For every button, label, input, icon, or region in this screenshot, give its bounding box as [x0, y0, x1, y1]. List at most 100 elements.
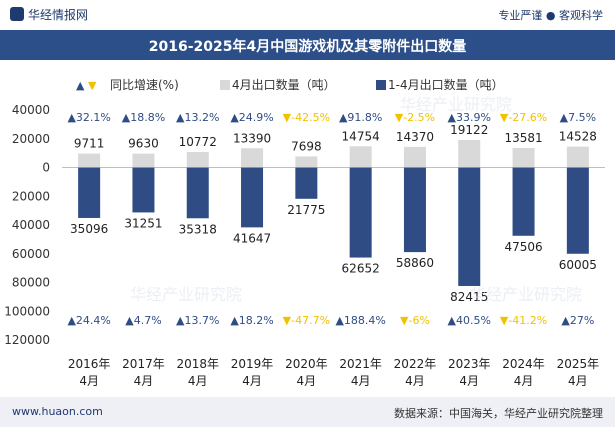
april-value-label: 14528 — [559, 130, 597, 144]
x-tick-label: 4月 — [134, 374, 154, 388]
footer-bar — [0, 397, 615, 427]
april-value-label: 13581 — [504, 131, 542, 145]
y-tick-label: 20000 — [12, 132, 50, 146]
ytd-bar — [78, 167, 101, 218]
top-bar — [0, 0, 615, 30]
ytd-value-label: 82415 — [450, 290, 488, 304]
y-tick-label: 40000 — [12, 218, 50, 232]
ytd-bar — [241, 167, 264, 228]
x-tick-label: 2024年 — [502, 357, 545, 371]
ytd-bar — [566, 167, 589, 254]
april-bar — [458, 140, 481, 168]
x-tick-label: 2020年 — [285, 357, 328, 371]
ytd-bar — [349, 167, 372, 258]
ytd-value-label: 31251 — [124, 216, 162, 230]
x-tick-label: 4月 — [459, 374, 479, 388]
legend-april-label: 4月出口数量（吨） — [232, 77, 336, 92]
ytd-value-label: 41647 — [233, 231, 271, 245]
watermark: 华经产业研究院 — [130, 285, 242, 304]
legend-april-swatch — [220, 80, 230, 90]
x-tick-label: 2021年 — [339, 357, 382, 371]
y-tick-label: 80000 — [12, 276, 50, 290]
x-tick-label: 2025年 — [557, 357, 600, 371]
x-tick-label: 2017年 — [122, 357, 165, 371]
ytd-value-label: 47506 — [504, 240, 542, 254]
april-bar — [512, 147, 535, 168]
logo-icon — [10, 7, 24, 21]
april-growth-label: ▲24.9% — [230, 111, 273, 124]
april-value-label: 14370 — [396, 130, 434, 144]
april-growth-label: ▼-2.5% — [395, 111, 435, 124]
brand-logo: 华经情报网 — [10, 6, 88, 23]
ytd-value-label: 21775 — [287, 203, 325, 217]
y-tick-label: 100000 — [4, 304, 50, 318]
brand-name: 华经情报网 — [28, 8, 89, 22]
x-tick-label: 4月 — [242, 374, 262, 388]
ytd-bar — [458, 167, 481, 286]
april-value-label: 14754 — [342, 129, 380, 143]
x-tick-label: 4月 — [297, 374, 317, 388]
legend-ytd-swatch — [376, 80, 386, 90]
april-bar — [349, 146, 372, 168]
ytd-bar — [403, 167, 426, 253]
footer-website[interactable]: www.huaon.com — [12, 405, 103, 418]
x-tick-label: 2016年 — [68, 357, 111, 371]
april-bar — [186, 152, 209, 168]
x-tick-label: 4月 — [405, 374, 425, 388]
april-bar — [132, 153, 155, 168]
ytd-value-label: 58860 — [396, 256, 434, 270]
april-growth-label: ▲91.8% — [339, 111, 382, 124]
ytd-growth-label: ▲27% — [561, 314, 594, 327]
ytd-growth-label: ▲4.7% — [125, 314, 161, 327]
footer-source: 数据来源：中国海关，华经产业研究院整理 — [394, 407, 603, 420]
april-growth-label: ▼-27.6% — [500, 111, 547, 124]
x-tick-label: 4月 — [514, 374, 534, 388]
april-bar — [566, 146, 589, 168]
april-value-label: 7698 — [291, 139, 322, 153]
ytd-value-label: 35318 — [179, 222, 217, 236]
ytd-growth-label: ▲40.5% — [448, 314, 491, 327]
x-tick-label: 2023年 — [448, 357, 491, 371]
x-tick-label: 4月 — [351, 374, 371, 388]
tagline: 专业严谨 ● 客观科学 — [498, 9, 603, 22]
ytd-growth-label: ▲18.2% — [230, 314, 273, 327]
april-value-label: 10772 — [179, 135, 217, 149]
april-bar — [295, 156, 318, 168]
april-value-label: 19122 — [450, 123, 488, 137]
y-tick-label: 20000 — [12, 189, 50, 203]
legend-growth-label: 同比增速(%) — [110, 78, 179, 92]
april-growth-label: ▲7.5% — [560, 111, 596, 124]
ytd-bar — [186, 167, 209, 219]
ytd-bar — [132, 167, 155, 213]
x-tick-label: 2022年 — [394, 357, 437, 371]
ytd-value-label: 35096 — [70, 222, 108, 236]
april-bar — [78, 153, 101, 168]
y-tick-label: 120000 — [4, 333, 50, 347]
april-growth-label: ▼-42.5% — [283, 111, 330, 124]
y-tick-label: 40000 — [12, 103, 50, 117]
legend-ytd-label: 1-4月出口数量（吨） — [388, 77, 504, 92]
x-tick-label: 4月 — [568, 374, 588, 388]
watermark: 华经产业研究院 — [400, 95, 512, 114]
ytd-value-label: 62652 — [342, 262, 380, 276]
april-growth-label: ▲13.2% — [176, 111, 219, 124]
april-growth-label: ▲33.9% — [448, 111, 491, 124]
ytd-growth-label: ▼-6% — [400, 314, 430, 327]
y-tick-label: 60000 — [12, 247, 50, 261]
april-value-label: 9711 — [74, 137, 105, 151]
april-growth-label: ▲18.8% — [122, 111, 165, 124]
ytd-bar — [295, 167, 318, 199]
watermark: 华经产业研究院 — [470, 285, 582, 304]
ytd-growth-label: ▲188.4% — [335, 314, 385, 327]
ytd-growth-label: ▲13.7% — [176, 314, 219, 327]
april-growth-label: ▲32.1% — [67, 111, 110, 124]
legend-up-icon: ▲ — [76, 79, 85, 92]
y-tick-label: 0 — [42, 161, 50, 175]
april-bar — [403, 146, 426, 168]
april-bar — [241, 148, 264, 168]
x-tick-label: 2019年 — [231, 357, 274, 371]
ytd-value-label: 60005 — [559, 258, 597, 272]
x-tick-label: 2018年 — [176, 357, 219, 371]
x-tick-label: 4月 — [79, 374, 99, 388]
